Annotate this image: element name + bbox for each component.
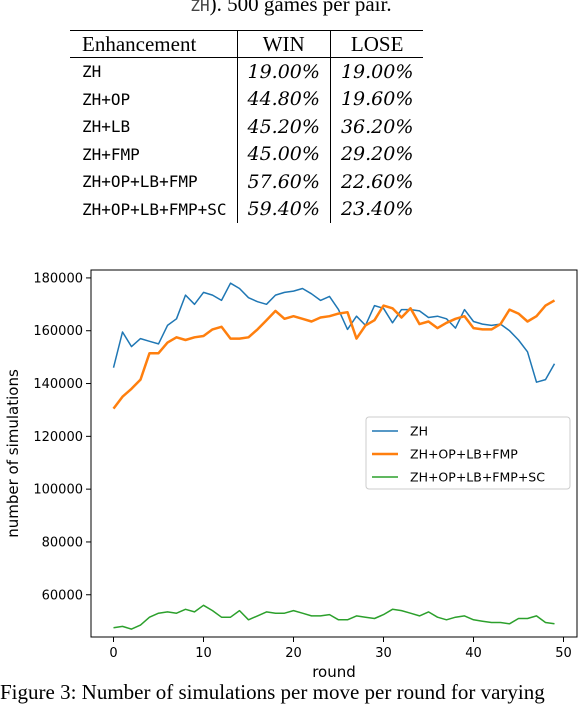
series-line-0 xyxy=(112,282,556,383)
simulations-line-chart: 0 10 20 30 40 50 60000 80000 100000 120000 140000 1… xyxy=(4,269,578,681)
table-row: ZH 19.00% 19.00% xyxy=(70,57,424,86)
y-axis-label: number of simulations xyxy=(4,369,22,538)
legend-label: ZH+OP+LB+FMP+SC xyxy=(410,470,545,485)
caption-code: ZH xyxy=(190,0,210,15)
enhancement-cell: ZH+LB xyxy=(82,117,131,137)
y-tick-label: 60000 xyxy=(42,588,83,603)
x-tick-label: 50 xyxy=(555,646,572,661)
win-cell: 45.20% xyxy=(236,113,331,141)
x-tick-label: 40 xyxy=(465,646,482,661)
y-tick-label: 140000 xyxy=(33,377,83,392)
lose-cell: 36.20% xyxy=(329,113,424,141)
lose-cell: 22.60% xyxy=(329,168,424,196)
x-tick-label: 10 xyxy=(195,646,212,661)
lose-cell: 19.00% xyxy=(329,57,424,86)
win-cell: 19.00% xyxy=(236,57,331,86)
y-tick-label: 160000 xyxy=(33,324,83,339)
win-cell: 45.00% xyxy=(236,140,331,168)
legend-label: ZH xyxy=(410,424,428,439)
table-row: ZH+OP+LB+FMP 57.60% 22.60% xyxy=(70,168,424,196)
header-win: WIN xyxy=(236,30,331,58)
enhancement-cell: ZH+FMP xyxy=(82,144,140,164)
lose-cell: 19.60% xyxy=(329,85,424,113)
y-tick-label: 180000 xyxy=(33,271,83,286)
lose-cell: 23.40% xyxy=(329,195,424,223)
y-tick-label: 80000 xyxy=(42,535,83,550)
results-table: Enhancement WIN LOSE ZH 19.00% 19.00% ZH… xyxy=(70,30,424,223)
x-axis-label: round xyxy=(312,663,356,681)
enhancement-cell: ZH+OP xyxy=(82,89,131,109)
caption-text: ). 500 games per pair. xyxy=(209,0,392,16)
figure-caption: Figure 3: Number of simulations per move… xyxy=(0,680,545,704)
header-lose: LOSE xyxy=(329,30,424,58)
x-tick-label: 0 xyxy=(109,646,117,661)
table-header-row: Enhancement WIN LOSE xyxy=(70,30,424,58)
enhancement-cell: ZH xyxy=(82,62,102,82)
table-row: ZH+OP+LB+FMP+SC 59.40% 23.40% xyxy=(70,195,424,223)
x-tick-label: 30 xyxy=(375,646,392,661)
win-cell: 57.60% xyxy=(236,168,331,196)
legend-box xyxy=(365,416,571,490)
table-row: ZH+LB 45.20% 36.20% xyxy=(70,113,424,141)
win-cell: 44.80% xyxy=(236,85,331,113)
series-line-1 xyxy=(112,299,556,410)
y-tick-label: 100000 xyxy=(33,483,83,498)
header-enhancement: Enhancement xyxy=(70,30,237,58)
x-tick-label: 20 xyxy=(285,646,302,661)
lose-cell: 29.20% xyxy=(329,140,424,168)
enhancement-cell: ZH+OP+LB+FMP xyxy=(82,172,198,192)
table-row: ZH+OP 44.80% 19.60% xyxy=(70,85,424,113)
plot-frame xyxy=(90,269,578,638)
table-row: ZH+FMP 45.00% 29.20% xyxy=(70,140,424,168)
series-line-2 xyxy=(113,604,555,630)
win-cell: 59.40% xyxy=(236,195,331,223)
legend-label: ZH+OP+LB+FMP xyxy=(410,447,518,462)
table-caption: ZH). 500 games per pair. xyxy=(0,0,582,16)
enhancement-cell: ZH+OP+LB+FMP+SC xyxy=(82,199,227,219)
y-tick-label: 120000 xyxy=(33,430,83,445)
